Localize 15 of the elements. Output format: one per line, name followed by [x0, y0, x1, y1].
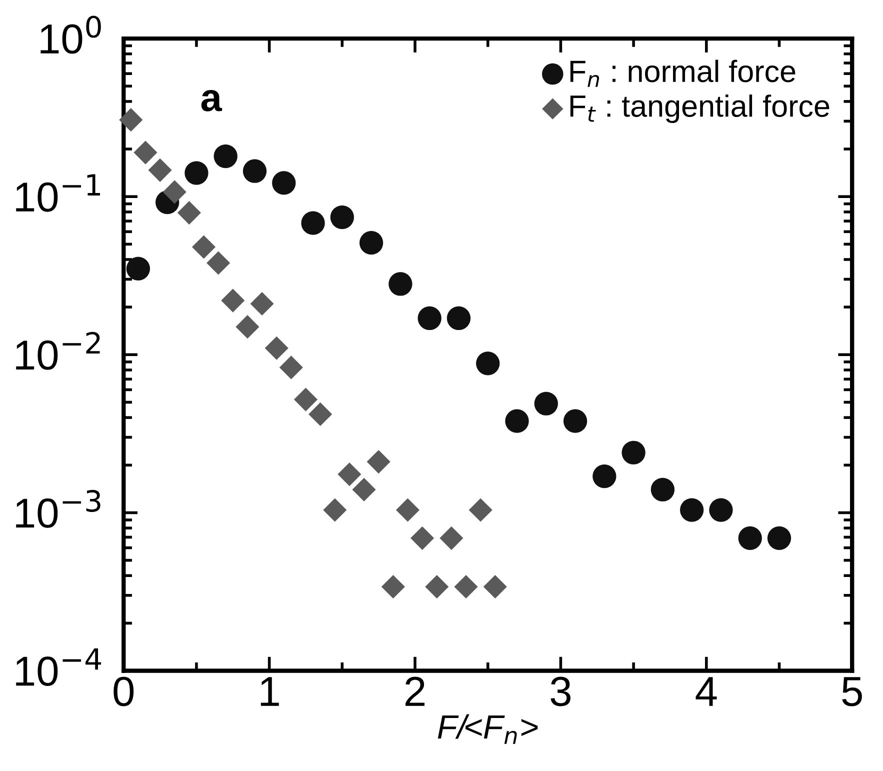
x-tick-label: 1: [260, 677, 279, 706]
x-tick-label: 2: [406, 676, 425, 706]
y-tick-label: 10$^{0}$: [40, 16, 101, 54]
legend-label: F$_{t}$ : tangential force: [570, 94, 830, 124]
x-tick-label: 0: [114, 676, 134, 706]
y-tick-label: 10$^{−3}$: [16, 490, 100, 528]
x-axis-title: F/<F$_{n}$>: [438, 714, 538, 744]
y-tick-label: 10$^{−4}$: [16, 648, 102, 686]
x-tick-label: 5: [842, 677, 862, 706]
y-tick-label: 10$^{−1}$: [16, 174, 100, 212]
y-tick-label: 10$^{−2}$: [16, 332, 100, 370]
x-tick-label: 3: [550, 676, 570, 706]
x-tick-label: 4: [696, 677, 717, 706]
annotation: a: [201, 90, 222, 112]
legend-label: F$_{n}$ : normal force: [570, 60, 796, 87]
